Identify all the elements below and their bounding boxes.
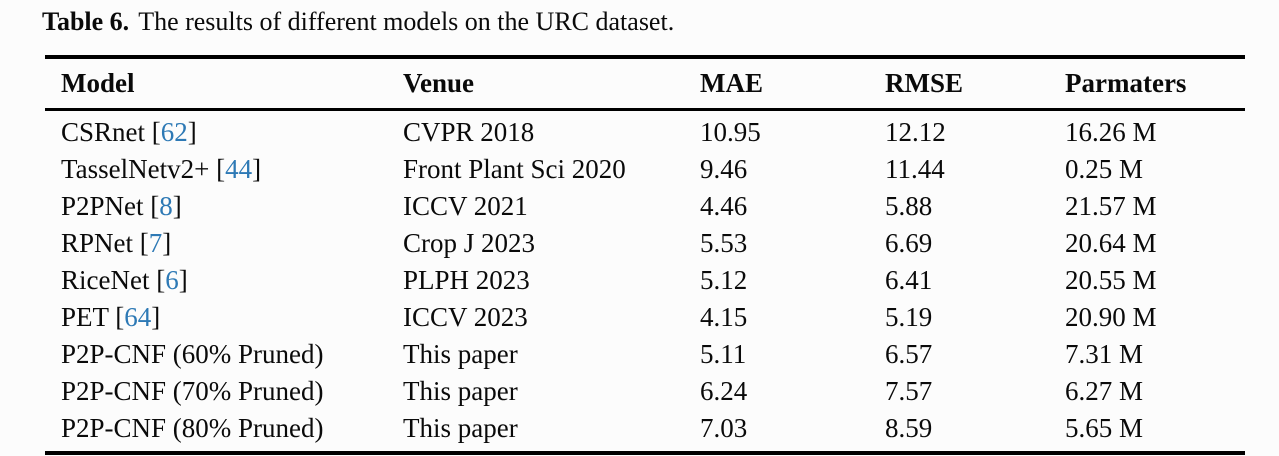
params-cell: 7.31 M	[1065, 339, 1144, 369]
citation-ref-link[interactable]: 64	[124, 302, 152, 332]
rmse-cell: 5.19	[885, 302, 933, 332]
citation-ref-link[interactable]: 6	[165, 265, 179, 295]
header-row: Model Venue MAE RMSE Parmaters	[45, 57, 1245, 111]
citation-ref-link[interactable]: 8	[159, 191, 173, 221]
table-row: P2P-CNF (80% Pruned) This paper 7.03 8.59 5.…	[45, 410, 1245, 453]
venue-cell: CVPR 2018	[403, 117, 535, 147]
table-row: P2P-CNF (70% Pruned) This paper 6.24 7.57 6.…	[45, 373, 1245, 410]
rmse-cell: 11.44	[885, 154, 945, 184]
venue-cell: Crop J 2023	[403, 228, 536, 258]
table-row: P2PNet [8] ICCV 2021 4.46 5.88 21.57 M	[45, 188, 1245, 225]
model-cell: P2P-CNF (80% Pruned)	[61, 413, 324, 443]
column-header-model: Model	[45, 57, 403, 111]
rmse-cell: 8.59	[885, 413, 933, 443]
model-cell: CSRnet [62]	[61, 117, 197, 147]
params-cell: 20.64 M	[1065, 228, 1157, 258]
rmse-cell: 5.88	[885, 191, 933, 221]
mae-cell: 5.53	[700, 228, 748, 258]
table-row: TasselNetv2+ [44] Front Plant Sci 2020 9.4…	[45, 151, 1245, 188]
venue-cell: ICCV 2021	[403, 191, 528, 221]
model-cell: P2P-CNF (70% Pruned)	[61, 376, 324, 406]
column-header-mae: MAE	[700, 57, 885, 111]
table-row: RiceNet [6] PLPH 2023 5.12 6.41 20.55 M	[45, 262, 1245, 299]
table-row: P2P-CNF (60% Pruned) This paper 5.11 6.57 7.…	[45, 336, 1245, 373]
params-cell: 5.65 M	[1065, 413, 1144, 443]
rmse-cell: 6.69	[885, 228, 933, 258]
mae-cell: 5.11	[700, 339, 747, 369]
venue-cell: Front Plant Sci 2020	[403, 154, 626, 184]
column-header-parmaters: Parmaters	[1065, 57, 1245, 111]
mae-cell: 4.46	[700, 191, 748, 221]
rmse-cell: 6.41	[885, 265, 933, 295]
venue-cell: This paper	[403, 339, 518, 369]
rmse-cell: 7.57	[885, 376, 933, 406]
params-cell: 6.27 M	[1065, 376, 1144, 406]
table-row: RPNet [7] Crop J 2023 5.53 6.69 20.64 M	[45, 225, 1245, 262]
venue-cell: This paper	[403, 376, 518, 406]
model-cell: P2PNet [8]	[61, 191, 182, 221]
mae-cell: 5.12	[700, 265, 748, 295]
column-header-rmse: RMSE	[885, 57, 1065, 111]
venue-cell: ICCV 2023	[403, 302, 528, 332]
params-cell: 20.55 M	[1065, 265, 1157, 295]
citation-ref-link[interactable]: 44	[225, 154, 253, 184]
table-row: PET [64] ICCV 2023 4.15 5.19 20.90 M	[45, 299, 1245, 336]
table-row: CSRnet [62] CVPR 2018 10.95 12.12 16.26 M	[45, 110, 1245, 152]
citation-ref-link[interactable]: 7	[148, 228, 163, 258]
citation-ref-link[interactable]: 62	[160, 117, 188, 147]
model-cell: RPNet [7]	[61, 228, 172, 258]
venue-cell: This paper	[403, 413, 518, 443]
model-cell: PET [64]	[61, 302, 161, 332]
params-cell: 16.26 M	[1065, 117, 1157, 147]
model-cell: P2P-CNF (60% Pruned)	[61, 339, 324, 369]
venue-cell: PLPH 2023	[403, 265, 530, 295]
table-caption: Table 6. The results of different models …	[42, 5, 674, 39]
results-table: Model Venue MAE RMSE Parmaters CSRnet [6…	[45, 55, 1245, 455]
model-cell: TasselNetv2+ [44]	[61, 154, 262, 184]
model-cell: RiceNet [6]	[61, 265, 188, 295]
table-caption-label: Table 6.	[42, 7, 130, 36]
column-header-venue: Venue	[403, 57, 700, 111]
mae-cell: 7.03	[700, 413, 748, 443]
params-cell: 0.25 M	[1065, 154, 1144, 184]
rmse-cell: 12.12	[885, 117, 946, 147]
rmse-cell: 6.57	[885, 339, 933, 369]
params-cell: 21.57 M	[1065, 191, 1157, 221]
mae-cell: 10.95	[700, 117, 761, 147]
params-cell: 20.90 M	[1065, 302, 1157, 332]
table-caption-text: The results of different models on the U…	[138, 7, 675, 36]
mae-cell: 9.46	[700, 154, 748, 184]
mae-cell: 6.24	[700, 376, 748, 406]
mae-cell: 4.15	[700, 302, 748, 332]
